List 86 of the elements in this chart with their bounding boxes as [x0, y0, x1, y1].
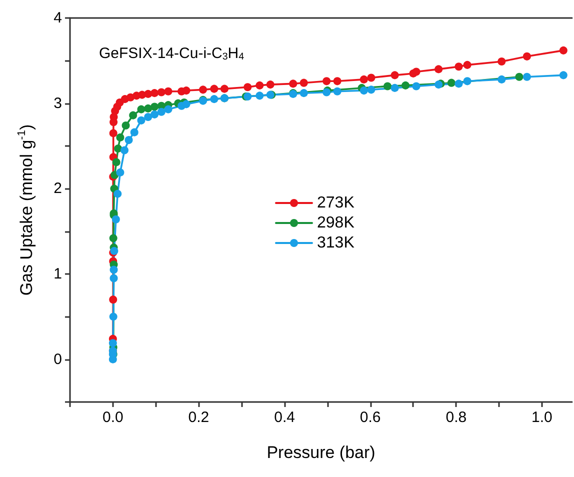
point [333, 77, 342, 86]
point [164, 87, 172, 96]
point [109, 312, 118, 321]
point [300, 89, 308, 98]
y-tick-label: 1 [54, 266, 62, 282]
point [322, 77, 331, 86]
y-tick-label: 2 [54, 180, 62, 198]
point [256, 81, 264, 90]
point [390, 84, 399, 92]
point [210, 95, 218, 104]
point [402, 81, 410, 90]
point [454, 80, 463, 88]
point [463, 60, 472, 69]
point [137, 105, 146, 114]
x-tick-label: 0.0 [102, 409, 124, 426]
point [108, 339, 117, 348]
point [157, 108, 166, 116]
point [150, 89, 159, 98]
point [360, 86, 368, 95]
x-tick-label: 0.2 [188, 409, 210, 426]
legend-label: 298K [317, 214, 355, 232]
point [182, 86, 190, 95]
point [129, 111, 138, 120]
point [144, 104, 152, 112]
point [150, 102, 159, 111]
point [109, 296, 118, 304]
point [498, 58, 506, 66]
point [122, 122, 130, 130]
point [367, 74, 376, 82]
x-axis-title: Pressure (bar) [266, 443, 376, 462]
point [112, 215, 120, 224]
point [144, 90, 152, 98]
point [110, 184, 118, 193]
point [110, 266, 118, 274]
point [114, 190, 122, 198]
point [522, 72, 531, 81]
point [110, 274, 118, 282]
y-axis-title: Gas Uptake (mmol g-1) [16, 124, 36, 296]
point [130, 128, 138, 136]
point [447, 78, 456, 87]
x-tick-label: 1.0 [532, 409, 552, 426]
point [124, 136, 133, 144]
point [144, 112, 152, 121]
point [256, 92, 264, 100]
y-tick-label: 3 [54, 94, 62, 112]
point [137, 116, 146, 124]
point [367, 86, 376, 94]
y-tick-label: 4 [54, 10, 62, 26]
point [164, 105, 172, 114]
point [333, 87, 342, 96]
point [434, 65, 443, 74]
point [210, 84, 218, 93]
y-tick-label: 0 [54, 350, 62, 368]
point [116, 133, 124, 142]
point [463, 77, 472, 86]
point [120, 146, 128, 154]
point [559, 71, 568, 80]
point [300, 78, 308, 87]
point [412, 68, 420, 76]
legend-label: 313K [317, 234, 355, 252]
point [498, 75, 506, 84]
legend-label: 273K [317, 194, 355, 212]
point [114, 144, 122, 153]
point [150, 110, 159, 118]
point [384, 82, 392, 90]
point [454, 62, 463, 71]
point [199, 86, 208, 94]
point [390, 71, 399, 80]
point [244, 83, 252, 92]
point [266, 80, 274, 89]
point [412, 82, 420, 90]
x-tick-label: 0.6 [360, 409, 381, 426]
point [109, 129, 118, 138]
point [559, 46, 568, 54]
point [116, 168, 124, 176]
point [157, 88, 166, 96]
point [522, 52, 531, 60]
text: GeFSIX-14-Cu-i-C3H4 [99, 44, 245, 62]
x-tick-label: 0.8 [446, 409, 467, 426]
point [220, 84, 228, 93]
point [289, 80, 298, 88]
point [112, 158, 120, 166]
point [360, 75, 368, 84]
point [109, 234, 118, 242]
point [515, 72, 524, 81]
x-tick-label: 0.4 [274, 409, 295, 426]
